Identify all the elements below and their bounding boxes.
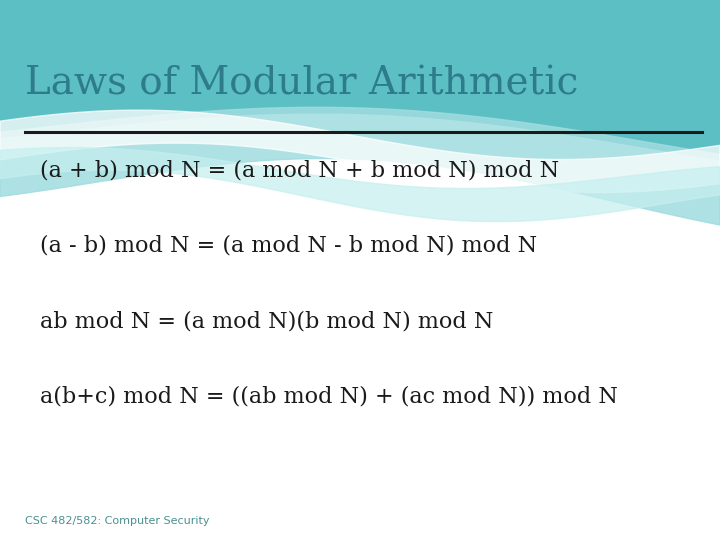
Text: ab mod N = (a mod N)(b mod N) mod N: ab mod N = (a mod N)(b mod N) mod N <box>40 310 493 332</box>
Text: (a - b) mod N = (a mod N - b mod N) mod N: (a - b) mod N = (a mod N - b mod N) mod … <box>40 235 536 256</box>
Text: Laws of Modular Arithmetic: Laws of Modular Arithmetic <box>25 65 579 102</box>
Text: CSC 482/582: Computer Security: CSC 482/582: Computer Security <box>25 516 210 526</box>
Text: a(b+c) mod N = ((ab mod N) + (ac mod N)) mod N: a(b+c) mod N = ((ab mod N) + (ac mod N))… <box>40 386 618 408</box>
Text: (a + b) mod N = (a mod N + b mod N) mod N: (a + b) mod N = (a mod N + b mod N) mod … <box>40 159 559 181</box>
